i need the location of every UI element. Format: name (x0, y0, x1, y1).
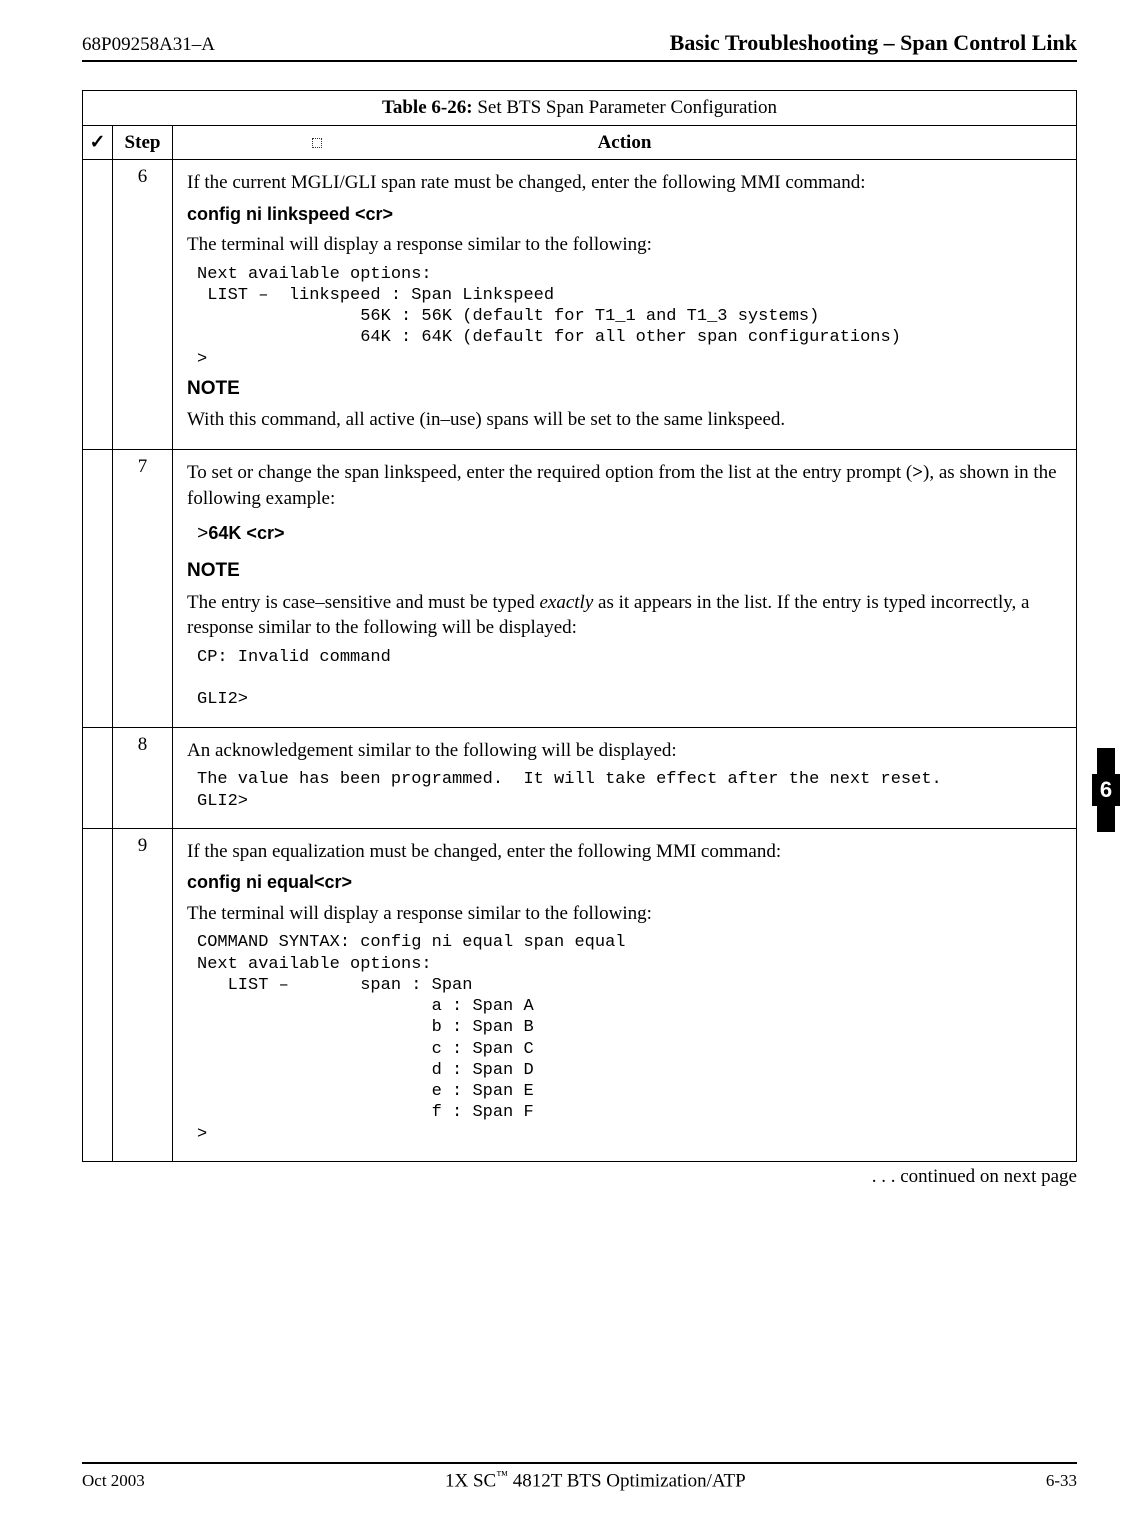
table-title-prefix: Table 6-26: (382, 97, 473, 118)
text: The entry is case–sensitive and must be … (187, 592, 539, 613)
table-header-row: ✓ Step Action (83, 126, 1077, 160)
step-cell: 7 (113, 450, 173, 728)
command-text: 64K <cr> (208, 523, 284, 543)
note-body: The entry is case–sensitive and must be … (187, 590, 1062, 641)
side-tab-bar (1097, 748, 1115, 774)
col-check: ✓ (83, 126, 113, 160)
check-cell (83, 450, 113, 728)
terminal-output: CP: Invalid command GLI2> (197, 647, 1062, 711)
side-tab-bar (1097, 806, 1115, 832)
prompt-symbol: > (912, 462, 923, 483)
side-tab-number: 6 (1092, 774, 1120, 806)
action-cell: If the current MGLI/GLI span rate must b… (173, 160, 1077, 450)
table-row: 8 An acknowledgement similar to the foll… (83, 727, 1077, 828)
table-title-text: Set BTS Span Parameter Configuration (473, 97, 777, 118)
prompt-symbol: > (197, 523, 208, 545)
check-cell (83, 828, 113, 1161)
table-title-cell: Table 6-26: Set BTS Span Parameter Confi… (83, 91, 1077, 126)
text: 4812T BTS Optimization/ATP (508, 1470, 746, 1491)
mmi-command: config ni linkspeed <cr> (187, 202, 1062, 226)
terminal-output: COMMAND SYNTAX: config ni equal span equ… (197, 932, 1062, 1145)
trademark-symbol: ™ (496, 1468, 508, 1482)
table-row: 6 If the current MGLI/GLI span rate must… (83, 160, 1077, 450)
span-config-table: Table 6-26: Set BTS Span Parameter Confi… (82, 90, 1077, 1162)
footer-date: Oct 2003 (82, 1471, 145, 1491)
text: If the span equalization must be changed… (187, 839, 1062, 865)
terminal-output: The value has been programmed. It will t… (197, 769, 1062, 812)
emphasis: exactly (539, 592, 593, 613)
note-body: With this command, all active (in–use) s… (187, 407, 1062, 433)
table-row: 7 To set or change the span linkspeed, e… (83, 450, 1077, 728)
check-cell (83, 160, 113, 450)
text: An acknowledgement similar to the follow… (187, 738, 1062, 764)
side-tab: 6 (1092, 748, 1120, 832)
text: To set or change the span linkspeed, ent… (187, 460, 1062, 511)
step-cell: 9 (113, 828, 173, 1161)
action-cell: If the span equalization must be changed… (173, 828, 1077, 1161)
table-row: 9 If the span equalization must be chang… (83, 828, 1077, 1161)
action-cell: An acknowledgement similar to the follow… (173, 727, 1077, 828)
mmi-command: config ni equal<cr> (187, 870, 1062, 894)
col-step: Step (113, 126, 173, 160)
footer-page-number: 6-33 (1046, 1471, 1077, 1491)
text: 1X SC (445, 1470, 496, 1491)
doc-id: 68P09258A31–A (82, 34, 215, 56)
footer-title: 1X SC™ 4812T BTS Optimization/ATP (445, 1468, 746, 1492)
dotted-marker (312, 138, 322, 148)
page: 68P09258A31–A Basic Troubleshooting – Sp… (0, 0, 1142, 1538)
step-cell: 8 (113, 727, 173, 828)
step-cell: 6 (113, 160, 173, 450)
check-cell (83, 727, 113, 828)
col-action: Action (173, 126, 1077, 160)
page-footer: Oct 2003 1X SC™ 4812T BTS Optimization/A… (82, 1462, 1077, 1492)
text: To set or change the span linkspeed, ent… (187, 462, 912, 483)
text: If the current MGLI/GLI span rate must b… (187, 170, 1062, 196)
note-heading: NOTE (187, 376, 1062, 402)
section-title: Basic Troubleshooting – Span Control Lin… (670, 30, 1077, 56)
example-entry: >64K <cr> (197, 521, 1062, 548)
text: The terminal will display a response sim… (187, 232, 1062, 258)
page-header: 68P09258A31–A Basic Troubleshooting – Sp… (82, 30, 1077, 62)
action-cell: To set or change the span linkspeed, ent… (173, 450, 1077, 728)
note-heading: NOTE (187, 558, 1062, 584)
terminal-output: Next available options: LIST – linkspeed… (197, 264, 1062, 370)
table-title-row: Table 6-26: Set BTS Span Parameter Confi… (83, 91, 1077, 126)
text: The terminal will display a response sim… (187, 901, 1062, 927)
continued-text: . . . continued on next page (82, 1166, 1077, 1188)
